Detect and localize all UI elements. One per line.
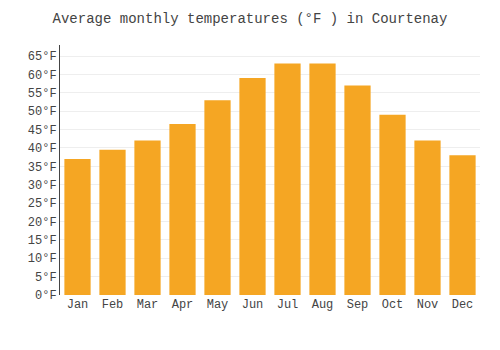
svg-text:30°F: 30°F xyxy=(28,179,57,193)
svg-text:5°F: 5°F xyxy=(35,271,57,285)
svg-text:10°F: 10°F xyxy=(28,252,57,266)
svg-text:Oct: Oct xyxy=(382,298,404,312)
svg-text:55°F: 55°F xyxy=(28,87,57,101)
svg-text:Feb: Feb xyxy=(102,298,124,312)
svg-text:0°F: 0°F xyxy=(35,289,57,303)
svg-text:Nov: Nov xyxy=(417,298,439,312)
svg-text:15°F: 15°F xyxy=(28,234,57,248)
svg-text:Apr: Apr xyxy=(172,298,194,312)
svg-text:Aug: Aug xyxy=(312,298,334,312)
svg-text:Jun: Jun xyxy=(242,298,264,312)
svg-text:Mar: Mar xyxy=(137,298,159,312)
svg-text:Jul: Jul xyxy=(277,298,299,312)
svg-text:25°F: 25°F xyxy=(28,197,57,211)
svg-text:Average monthly temperatures (: Average monthly temperatures (°F ) in Co… xyxy=(53,11,448,27)
svg-text:Sep: Sep xyxy=(347,298,369,312)
svg-text:May: May xyxy=(207,298,229,312)
svg-text:45°F: 45°F xyxy=(28,124,57,138)
svg-text:40°F: 40°F xyxy=(28,142,57,156)
svg-text:65°F: 65°F xyxy=(28,50,57,64)
svg-text:60°F: 60°F xyxy=(28,69,57,83)
svg-text:Jan: Jan xyxy=(67,298,89,312)
svg-text:Dec: Dec xyxy=(452,298,474,312)
svg-text:50°F: 50°F xyxy=(28,105,57,119)
svg-text:35°F: 35°F xyxy=(28,161,57,175)
svg-text:20°F: 20°F xyxy=(28,216,57,230)
